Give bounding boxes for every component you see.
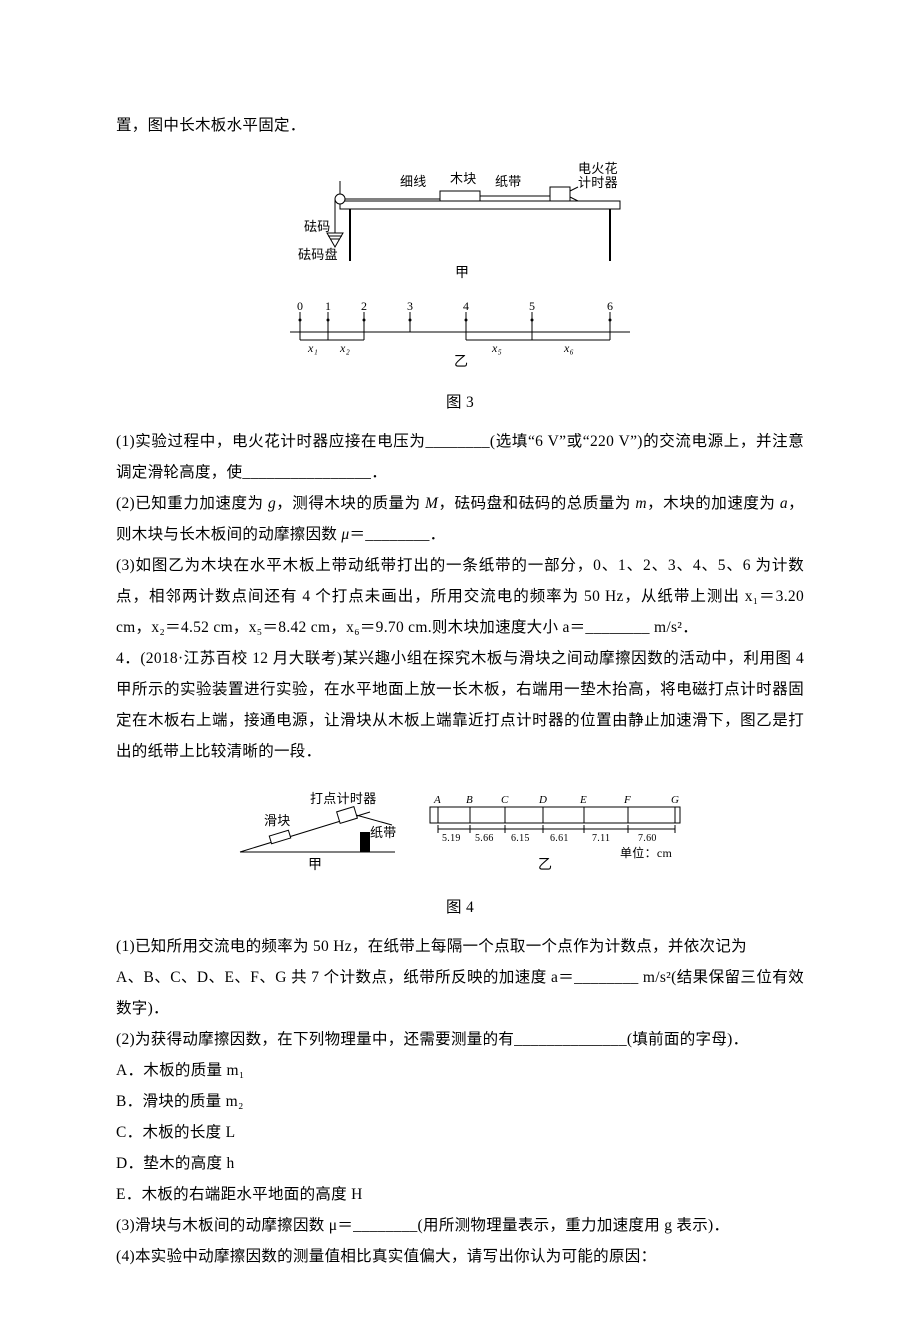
label-pan: 砝码盘 bbox=[298, 247, 338, 262]
svg-text:乙: 乙 bbox=[538, 857, 552, 873]
svg-text:x₂: x₂ bbox=[339, 341, 350, 355]
svg-text:0: 0 bbox=[297, 302, 303, 313]
svg-text:D: D bbox=[538, 794, 547, 806]
svg-text:5: 5 bbox=[529, 302, 535, 313]
svg-text:打点计时器: 打点计时器 bbox=[310, 791, 377, 806]
svg-text:乙: 乙 bbox=[454, 354, 468, 370]
option-d: D．垫木的高度 h bbox=[116, 1148, 804, 1179]
svg-text:6: 6 bbox=[607, 302, 613, 313]
p4-intro: 4．(2018·江苏百校 12 月大联考)某兴趣小组在探究木板与滑块之间动摩擦因… bbox=[116, 643, 804, 767]
svg-text:7.60: 7.60 bbox=[638, 833, 657, 844]
svg-text:2: 2 bbox=[361, 302, 367, 313]
svg-text:纸带: 纸带 bbox=[370, 825, 397, 840]
p4-q3: (3)滑块与木板间的动摩擦因数 μ＝________(用所测物理量表示，重力加速… bbox=[116, 1210, 804, 1241]
svg-text:x₁: x₁ bbox=[307, 341, 318, 355]
svg-text:7.11: 7.11 bbox=[592, 833, 610, 844]
figure-3-caption: 图 3 bbox=[116, 387, 804, 418]
svg-text:1: 1 bbox=[325, 302, 331, 313]
figure-3-top: 细线 木块 纸带 电火花 计时器 砝码 砝码盘 甲 bbox=[116, 151, 804, 292]
fig3-caption-top: 甲 bbox=[455, 266, 469, 281]
option-c: C．木板的长度 L bbox=[116, 1117, 804, 1148]
option-a: A．木板的质量 m₁ bbox=[116, 1055, 804, 1086]
figure-4-caption: 图 4 bbox=[116, 892, 804, 923]
p4-q1: (1)已知所用交流电的频率为 50 Hz，在纸带上每隔一个点取一个点作为计数点，… bbox=[116, 931, 804, 1024]
svg-text:6.15: 6.15 bbox=[511, 833, 530, 844]
label-thread: 细线 bbox=[400, 174, 427, 189]
svg-text:x₆: x₆ bbox=[563, 341, 574, 355]
label-weight: 砝码 bbox=[304, 219, 331, 234]
p4-q4: (4)本实验中动摩擦因数的测量值相比真实值偏大，请写出你认为可能的原因： bbox=[116, 1241, 804, 1272]
svg-text:G: G bbox=[671, 794, 679, 806]
figure-4: 滑块 打点计时器 纸带 甲 A B C D E F G bbox=[116, 777, 804, 888]
option-b: B．滑块的质量 m₂ bbox=[116, 1086, 804, 1117]
svg-text:x₅: x₅ bbox=[491, 341, 502, 355]
label-spark: 电火花 bbox=[578, 161, 618, 176]
svg-text:4: 4 bbox=[463, 302, 469, 313]
svg-text:E: E bbox=[579, 794, 587, 806]
svg-text:B: B bbox=[466, 794, 473, 806]
label-timer: 计时器 bbox=[578, 175, 618, 190]
svg-text:甲: 甲 bbox=[308, 858, 322, 873]
svg-text:A: A bbox=[433, 794, 441, 806]
svg-text:6.61: 6.61 bbox=[550, 833, 569, 844]
q3-1: (1)实验过程中，电火花计时器应接在电压为________(选填“6 V”或“2… bbox=[116, 426, 804, 488]
svg-text:C: C bbox=[501, 794, 509, 806]
q3-2: (2)已知重力加速度为 g，测得木块的质量为 M，砝码盘和砝码的总质量为 m，木… bbox=[116, 488, 804, 550]
label-block: 木块 bbox=[450, 171, 477, 186]
svg-text:F: F bbox=[623, 794, 631, 806]
svg-text:5.19: 5.19 bbox=[442, 833, 461, 844]
option-e: E．木板的右端距水平地面的高度 H bbox=[116, 1179, 804, 1210]
svg-text:单位：cm: 单位：cm bbox=[620, 845, 673, 860]
svg-text:滑块: 滑块 bbox=[264, 813, 291, 828]
svg-text:3: 3 bbox=[407, 302, 413, 313]
intro-tail: 置，图中长木板水平固定． bbox=[116, 110, 804, 141]
svg-text:5.66: 5.66 bbox=[475, 833, 494, 844]
label-tape: 纸带 bbox=[495, 174, 522, 189]
figure-3-bottom: 0 1 2 3 4 5 6 x₁ x₂ x₅ x₆ bbox=[116, 302, 804, 383]
p4-q2: (2)为获得动摩擦因数，在下列物理量中，还需要测量的有_____________… bbox=[116, 1024, 804, 1055]
q3-3: (3)如图乙为木块在水平木板上带动纸带打出的一条纸带的一部分，0、1、2、3、4… bbox=[116, 550, 804, 643]
